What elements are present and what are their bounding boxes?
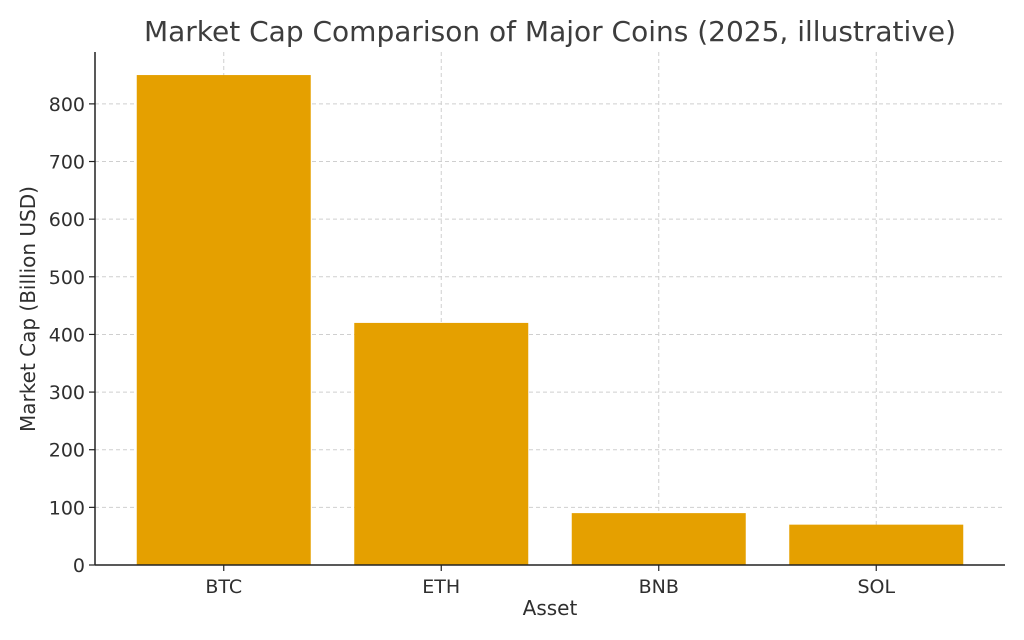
x-tick-label-sol: SOL (857, 576, 895, 598)
x-tick-label-btc: BTC (205, 576, 242, 598)
axes-layer (94, 52, 1005, 566)
x-tick-label-eth: ETH (422, 576, 460, 598)
y-tick-label-300: 300 (49, 382, 85, 404)
y-tick-label-200: 200 (49, 440, 85, 462)
bar-bnb (571, 513, 746, 565)
y-tick-label-400: 400 (49, 324, 85, 346)
y-tick-label-500: 500 (49, 267, 85, 289)
y-tick-label-100: 100 (49, 497, 85, 519)
ticks-layer: 0 100 200 300 400 500 600 700 800 BTC ETH BNB SOL (49, 94, 896, 598)
y-axis-label: Market Cap (Billion USD) (16, 186, 40, 432)
chart-title: Market Cap Comparison of Major Coins (20… (144, 15, 956, 48)
y-tick-label-700: 700 (49, 152, 85, 174)
x-axis-label: Asset (523, 596, 578, 620)
x-tick-label-bnb: BNB (639, 576, 679, 598)
y-tick-label-600: 600 (49, 209, 85, 231)
bar-btc (136, 75, 311, 565)
y-tick-label-0: 0 (73, 555, 85, 577)
bar-sol (789, 524, 964, 565)
bars-layer (136, 75, 964, 565)
bar-eth (354, 322, 529, 565)
y-tick-label-800: 800 (49, 94, 85, 116)
